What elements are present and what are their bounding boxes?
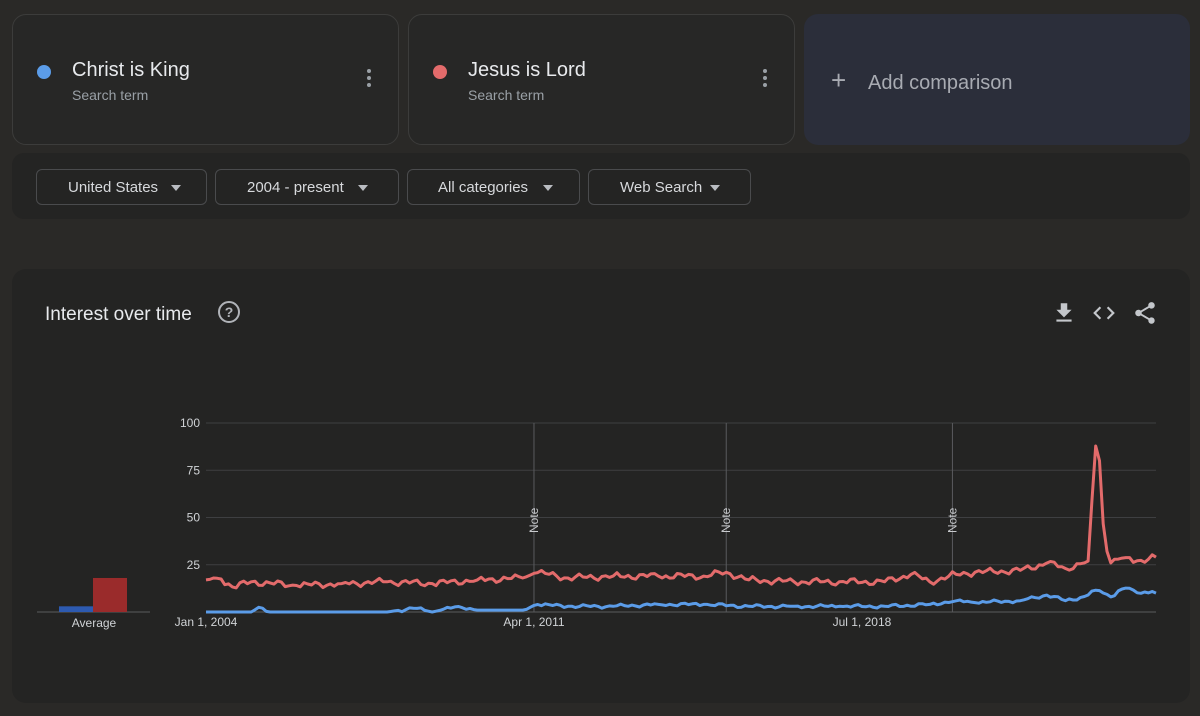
- download-icon[interactable]: [1051, 300, 1077, 326]
- interest-over-time-card: Interest over time ? Average 25 50 75 100 No…: [12, 269, 1190, 703]
- interest-over-time-chart: Average 25 50 75 100 Note Note Note Jan 1, 2004…: [37, 416, 1157, 630]
- x-tick-label: Jul 1, 2018: [833, 615, 892, 629]
- search-term-name: Christ is King: [72, 59, 190, 81]
- more-options-icon[interactable]: [760, 69, 770, 91]
- note-label: Note: [719, 507, 733, 533]
- category-filter-dropdown[interactable]: All categories: [407, 169, 580, 205]
- y-tick-label: 50: [187, 511, 201, 525]
- x-tick-label: Apr 1, 2011: [503, 615, 564, 629]
- search-term-card-jesus-is-lord[interactable]: Jesus is Lord Search term: [408, 14, 795, 145]
- search-term-subtitle: Search term: [72, 87, 149, 103]
- region-filter-dropdown[interactable]: United States: [36, 169, 207, 205]
- average-bar-chart: Average: [37, 577, 150, 630]
- x-tick-label: Jan 1, 2004: [175, 615, 238, 629]
- search-type-filter-label: Web Search: [620, 179, 703, 196]
- chevron-down-icon: [543, 185, 553, 191]
- time-range-filter-label: 2004 - present: [247, 179, 344, 196]
- chevron-down-icon: [358, 185, 368, 191]
- search-term-subtitle: Search term: [468, 87, 545, 103]
- series-line-jesus-is-lord: [205, 444, 1157, 590]
- search-term-card-christ-is-king[interactable]: Christ is King Search term: [12, 14, 399, 145]
- category-filter-label: All categories: [438, 179, 529, 196]
- add-comparison-label: Add comparison: [868, 72, 1013, 94]
- line-chart: 25 50 75 100 Note Note Note Jan 1, 2004 Apr 1, 2…: [175, 416, 1157, 629]
- time-range-filter-dropdown[interactable]: 2004 - present: [215, 169, 399, 205]
- embed-icon[interactable]: [1091, 300, 1117, 326]
- note-label: Note: [945, 507, 959, 533]
- series-color-dot: [37, 65, 51, 79]
- note-label: Note: [527, 507, 541, 533]
- region-filter-label: United States: [68, 179, 159, 196]
- plus-icon: +: [831, 65, 847, 95]
- chart-title: Interest over time: [45, 304, 192, 325]
- series-line-christ-is-king: [206, 586, 1157, 614]
- y-tick-label: 75: [187, 463, 201, 477]
- share-icon[interactable]: [1132, 300, 1158, 326]
- search-type-filter-dropdown[interactable]: Web Search: [588, 169, 751, 205]
- average-bar-jesus-is-lord: [93, 577, 127, 612]
- more-options-icon[interactable]: [364, 69, 374, 91]
- series-color-dot: [433, 65, 447, 79]
- average-bar-christ-is-king: [59, 606, 93, 612]
- y-tick-label: 25: [187, 558, 201, 572]
- chevron-down-icon: [710, 185, 720, 191]
- search-term-name: Jesus is Lord: [468, 59, 586, 81]
- y-tick-label: 100: [180, 416, 200, 430]
- chevron-down-icon: [171, 185, 181, 191]
- average-label: Average: [72, 616, 117, 630]
- filter-bar: United States 2004 - present All categor…: [12, 153, 1190, 219]
- help-icon[interactable]: ?: [218, 301, 240, 323]
- add-comparison-button[interactable]: + Add comparison: [804, 14, 1190, 145]
